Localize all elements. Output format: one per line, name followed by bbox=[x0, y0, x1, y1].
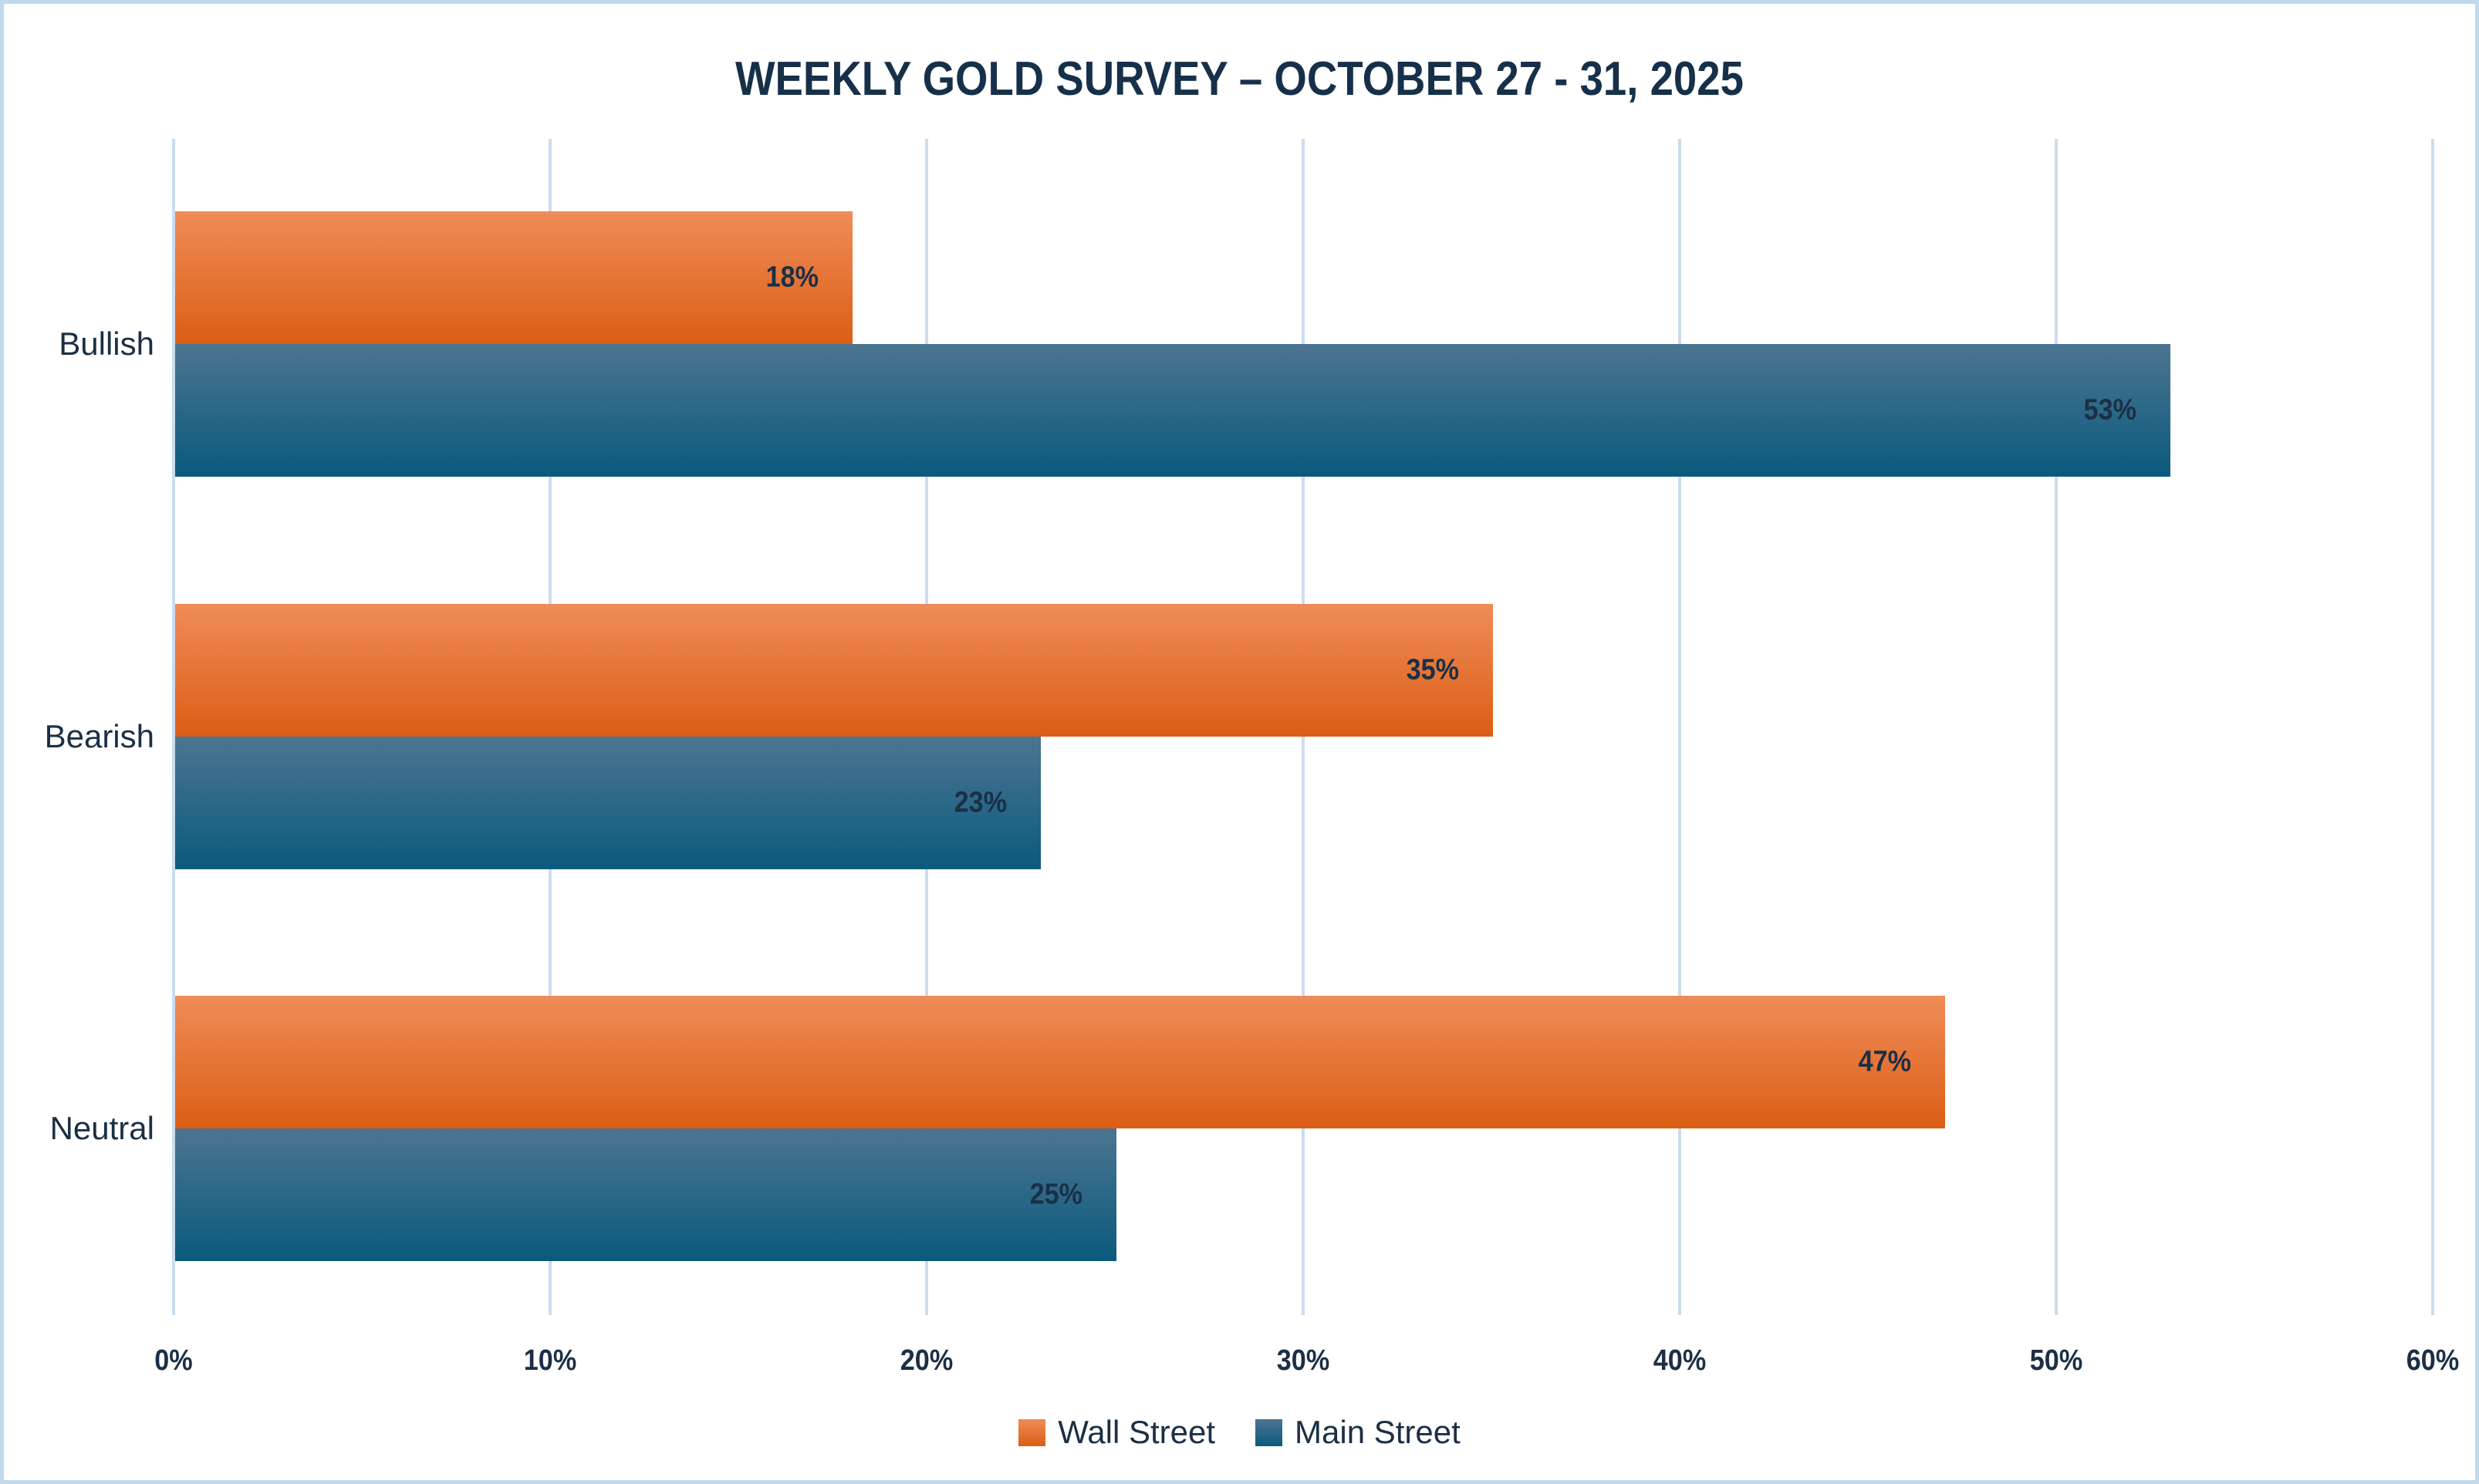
x-axis: 0% 10% 20% 30% 40% 50% 60% bbox=[154, 1344, 2459, 1391]
gridline-60pct bbox=[2431, 139, 2434, 1315]
bar-wall-neutral: 47% bbox=[175, 995, 1945, 1128]
value-label-wall-bearish: 35% bbox=[1406, 653, 1459, 686]
x-tick-label-10pct: 10% bbox=[523, 1344, 577, 1377]
legend-label: Main Street bbox=[1295, 1414, 1461, 1450]
gridline-50pct bbox=[2055, 139, 2058, 1315]
legend-item-wall-street: Wall Street bbox=[1018, 1414, 1215, 1451]
x-tick-label-60pct: 60% bbox=[2406, 1344, 2460, 1377]
plot-area: 18% 53% 35% 23% 47% 25% bbox=[172, 139, 2434, 1315]
bar-main-bearish: 23% bbox=[175, 736, 1042, 869]
value-label-main-bullish: 53% bbox=[2083, 393, 2137, 427]
legend-marker-icon bbox=[1255, 1418, 1283, 1446]
bar-main-neutral: 25% bbox=[175, 1128, 1116, 1261]
category-label-bullish: Bullish bbox=[59, 325, 154, 363]
category-label-neutral: Neutral bbox=[49, 1109, 154, 1146]
bar-wall-bearish: 35% bbox=[175, 603, 1493, 737]
legend-item-main-street: Main Street bbox=[1255, 1414, 1461, 1451]
x-tick-label-20pct: 20% bbox=[900, 1344, 954, 1377]
gridline-40pct bbox=[1678, 139, 1681, 1315]
chart-title: WEEKLY GOLD SURVEY – OCTOBER 27 - 31, 20… bbox=[735, 52, 1744, 106]
legend-label: Wall Street bbox=[1058, 1414, 1216, 1450]
value-label-wall-bullish: 18% bbox=[765, 261, 819, 294]
x-tick-label-0pct: 0% bbox=[154, 1344, 193, 1377]
x-tick-label-50pct: 50% bbox=[2029, 1344, 2083, 1377]
x-tick-label-40pct: 40% bbox=[1653, 1344, 1707, 1377]
x-tick-label-30pct: 30% bbox=[1276, 1344, 1330, 1377]
value-label-main-bearish: 23% bbox=[954, 786, 1008, 818]
value-label-wall-neutral: 47% bbox=[1858, 1045, 1911, 1078]
bar-main-bullish: 53% bbox=[175, 344, 2171, 477]
category-label-bearish: Bearish bbox=[44, 717, 154, 754]
legend-marker-icon bbox=[1018, 1418, 1046, 1446]
legend: Wall Street Main Street bbox=[4, 1414, 2475, 1451]
gridline-0pct bbox=[172, 139, 175, 1315]
bar-wall-bullish: 18% bbox=[175, 211, 853, 345]
value-label-main-neutral: 25% bbox=[1029, 1178, 1082, 1211]
